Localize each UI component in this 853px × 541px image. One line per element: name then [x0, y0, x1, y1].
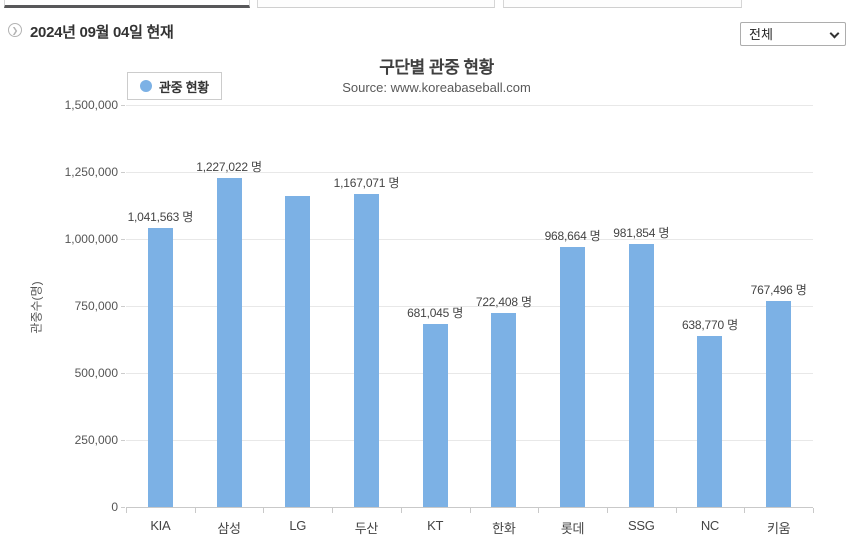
y-tick-label: 1,500,000 — [64, 98, 118, 112]
y-tick-mark — [121, 239, 125, 240]
y-tick-label: 500,000 — [74, 366, 118, 380]
y-tick-mark — [121, 373, 125, 374]
tab-3[interactable] — [503, 0, 742, 8]
bar-KIA[interactable] — [147, 227, 173, 507]
bar-키움[interactable] — [766, 301, 792, 507]
bar-value-label: 981,854 명 — [613, 225, 670, 240]
x-tick-mark — [813, 508, 814, 513]
gridline — [126, 172, 813, 173]
team-filter[interactable]: 전체 — [740, 22, 846, 46]
bar-value-label: 1,227,022 명 — [196, 160, 262, 175]
y-tick-label: 1,000,000 — [64, 232, 118, 246]
x-tick-mark — [744, 508, 746, 513]
y-axis-title: 관중수(명) — [29, 281, 44, 334]
y-tick-mark — [121, 306, 125, 307]
circle-arrow-icon: ❯ — [8, 23, 22, 37]
x-tick-label: 한화 — [492, 521, 516, 536]
x-tick-mark — [194, 508, 196, 513]
bar-value-label: 1,041,563 명 — [127, 209, 194, 224]
x-tick-mark — [469, 508, 471, 513]
legend[interactable]: 관중 현황 — [127, 72, 222, 100]
bar-롯데[interactable] — [560, 247, 586, 507]
chart-title: 구단별 관중 현황 — [379, 58, 494, 77]
y-tick-mark — [121, 105, 125, 106]
x-tick-label: 두산 — [354, 521, 379, 536]
team-filter-select[interactable]: 전체 — [740, 22, 846, 46]
bar-두산[interactable] — [353, 194, 379, 507]
legend-marker-icon — [140, 80, 152, 92]
y-tick-label: 250,000 — [74, 433, 118, 447]
bar-value-label: 767,496 명 — [750, 283, 807, 298]
gridline — [126, 105, 813, 106]
tab-2[interactable] — [257, 0, 495, 8]
x-tick-label: KIA — [150, 518, 171, 533]
y-tick-mark — [121, 440, 125, 441]
y-tick-mark — [121, 507, 125, 508]
bar-한화[interactable] — [491, 313, 517, 507]
bar-value-label: 681,045 명 — [407, 306, 464, 321]
x-tick-mark — [126, 508, 127, 513]
bar-삼성[interactable] — [216, 178, 242, 507]
x-tick-mark — [675, 508, 677, 513]
x-axis-line — [126, 507, 813, 508]
x-tick-mark — [332, 508, 334, 513]
bar-SSG[interactable] — [628, 243, 654, 507]
x-tick-label: 롯데 — [560, 521, 585, 536]
x-tick-label: LG — [289, 518, 307, 533]
bar-value-label: 968,664 명 — [544, 229, 601, 244]
x-tick-mark — [606, 508, 608, 513]
bar-NC[interactable] — [697, 335, 723, 507]
current-date-label: 2024년 09월 04일 현재 — [30, 24, 174, 41]
bar-value-label: 722,408 명 — [475, 295, 532, 310]
y-tick-label: 1,250,000 — [64, 165, 118, 179]
bar-value-label: 1,167,071 명 — [333, 176, 400, 191]
x-tick-mark — [538, 508, 540, 513]
y-tick-label: 0 — [111, 500, 118, 514]
x-tick-label: KT — [427, 518, 444, 533]
x-tick-label: SSG — [627, 518, 655, 533]
legend-label: 관중 현황 — [159, 79, 209, 95]
x-tick-label: NC — [700, 518, 720, 533]
bar-value-label: 638,770 명 — [681, 317, 738, 332]
bar-LG[interactable] — [285, 196, 311, 507]
bar-KT[interactable] — [422, 324, 448, 507]
chart-subtitle: Source: www.koreabaseball.com — [342, 80, 531, 95]
y-tick-mark — [121, 172, 125, 173]
x-tick-mark — [263, 508, 265, 513]
tab-1-active[interactable] — [4, 0, 250, 8]
x-tick-label: 삼성 — [217, 521, 241, 536]
x-tick-mark — [400, 508, 402, 513]
x-tick-label: 키움 — [766, 521, 791, 536]
